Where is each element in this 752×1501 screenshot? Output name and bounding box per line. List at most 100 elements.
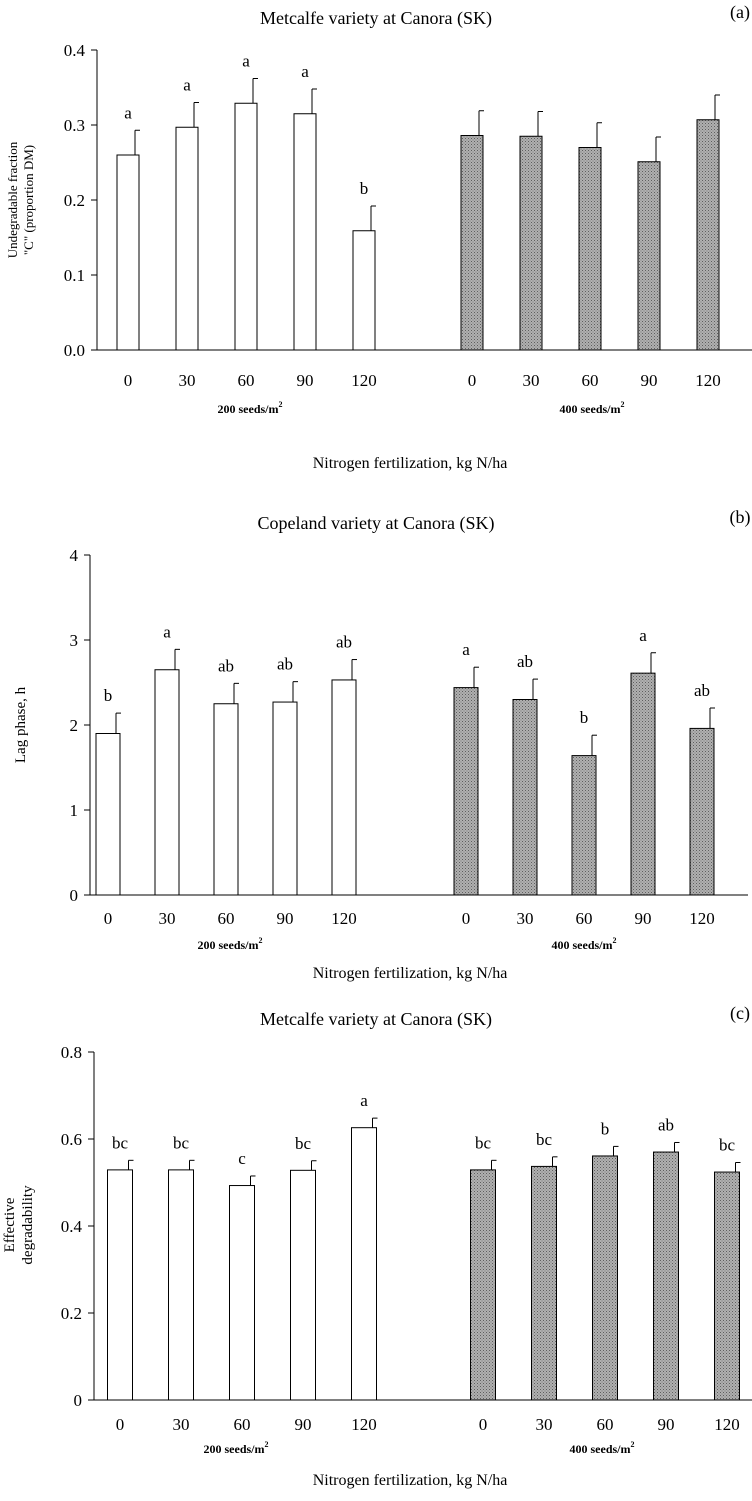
bar bbox=[470, 1169, 496, 1401]
x-category-label: 60 bbox=[234, 1415, 251, 1434]
significance-letter: a bbox=[242, 52, 250, 71]
y-tick-label: 0.1 bbox=[64, 266, 85, 285]
bar bbox=[578, 147, 602, 351]
x-category-label: 120 bbox=[331, 909, 357, 928]
bar bbox=[630, 672, 656, 896]
x-category-label: 60 bbox=[582, 371, 599, 390]
bar bbox=[213, 703, 239, 896]
x-category-label: 0 bbox=[468, 371, 477, 390]
y-tick-label: 0.0 bbox=[64, 341, 85, 360]
significance-letter: ab bbox=[517, 652, 533, 671]
chart-svg: Metcalfe variety at Canora (SK) (c) 0 0.2 0.… bbox=[2, 1005, 752, 1489]
x-category-label: 60 bbox=[238, 371, 255, 390]
significance-letter: b bbox=[580, 708, 589, 727]
x-category-label: 0 bbox=[479, 1415, 488, 1434]
bar bbox=[714, 1171, 740, 1401]
bar bbox=[696, 119, 720, 351]
x-category-label: 90 bbox=[295, 1415, 312, 1434]
x-category-label: 30 bbox=[517, 909, 534, 928]
x-category-label: 90 bbox=[641, 371, 658, 390]
bar bbox=[453, 687, 479, 896]
panel-label: (c) bbox=[730, 1005, 750, 1024]
x-category-label: 0 bbox=[462, 909, 471, 928]
significance-letter: ab bbox=[277, 655, 293, 674]
x-axis-label: Nitrogen fertilization, kg N/ha bbox=[313, 455, 508, 472]
x-category-label: 30 bbox=[523, 371, 540, 390]
y-tick-label: 0.4 bbox=[64, 41, 86, 60]
bar bbox=[352, 230, 376, 351]
bar bbox=[107, 1169, 133, 1401]
x-category-label: 90 bbox=[635, 909, 652, 928]
y-tick-label: 0.3 bbox=[64, 116, 85, 135]
y-axis-label: Lag phase, h bbox=[13, 686, 29, 763]
bar bbox=[116, 154, 140, 351]
y-axis-label: Undegradable fraction"C" (proportion DM) bbox=[5, 141, 36, 258]
bar bbox=[168, 1169, 194, 1401]
significance-letter: b bbox=[601, 1119, 610, 1138]
x-axis-label: Nitrogen fertilization, kg N/ha bbox=[313, 1472, 508, 1489]
significance-letter: bc bbox=[112, 1133, 129, 1152]
y-tick-label: 0.2 bbox=[64, 191, 85, 210]
x-category-label: 60 bbox=[576, 909, 593, 928]
x-category-label: 30 bbox=[179, 371, 196, 390]
group-label: 200 seeds/m2 bbox=[204, 1440, 269, 1456]
x-category-label: 120 bbox=[695, 371, 721, 390]
x-category-label: 30 bbox=[536, 1415, 553, 1434]
bar bbox=[512, 699, 538, 896]
chart-title: Metcalfe variety at Canora (SK) bbox=[260, 1009, 492, 1030]
group-label: 200 seeds/m2 bbox=[218, 400, 283, 416]
significance-letter: bc bbox=[475, 1133, 492, 1152]
significance-letter: ab bbox=[658, 1115, 674, 1134]
bar bbox=[460, 135, 484, 351]
bar bbox=[234, 102, 258, 351]
y-tick-label: 0.4 bbox=[61, 1217, 83, 1236]
bar bbox=[154, 669, 180, 896]
x-category-label: 120 bbox=[351, 371, 377, 390]
chart-title: Copeland variety at Canora (SK) bbox=[258, 513, 495, 534]
y-tick-label: 3 bbox=[70, 631, 79, 650]
significance-letter: b bbox=[360, 179, 369, 198]
bar bbox=[519, 135, 543, 351]
bar bbox=[531, 1165, 557, 1401]
bar bbox=[592, 1155, 618, 1401]
significance-letter: a bbox=[639, 626, 647, 645]
bar bbox=[351, 1127, 377, 1401]
y-tick-label: 4 bbox=[70, 546, 79, 565]
chart-title: Metcalfe variety at Canora (SK) bbox=[260, 8, 492, 29]
x-category-label: 90 bbox=[297, 371, 314, 390]
x-category-label: 30 bbox=[159, 909, 176, 928]
significance-letter: c bbox=[238, 1149, 246, 1168]
significance-letter: a bbox=[124, 103, 132, 122]
x-category-label: 120 bbox=[689, 909, 715, 928]
x-axis-label: Nitrogen fertilization, kg N/ha bbox=[313, 965, 508, 982]
significance-letter: ab bbox=[694, 681, 710, 700]
x-category-label: 60 bbox=[597, 1415, 614, 1434]
y-tick-label: 1 bbox=[70, 801, 79, 820]
x-category-label: 90 bbox=[658, 1415, 675, 1434]
bar bbox=[331, 679, 357, 896]
bar bbox=[95, 733, 121, 896]
x-category-label: 0 bbox=[104, 909, 113, 928]
significance-letter: a bbox=[360, 1091, 368, 1110]
chart-svg: Metcalfe variety at Canora (SK) (a) 0.0 0.1… bbox=[5, 2, 752, 472]
group-label: 400 seeds/m2 bbox=[570, 1440, 635, 1456]
bar bbox=[175, 126, 199, 351]
y-tick-label: 0 bbox=[74, 1391, 83, 1410]
significance-letter: bc bbox=[173, 1133, 190, 1152]
chart-svg: Copeland variety at Canora (SK) (b) 0 1 2 3 4 L… bbox=[13, 507, 751, 982]
bar bbox=[689, 727, 715, 896]
bar bbox=[272, 701, 298, 896]
bar bbox=[637, 161, 661, 351]
bar bbox=[293, 113, 317, 351]
group-label: 400 seeds/m2 bbox=[552, 936, 617, 952]
significance-letter: a bbox=[301, 62, 309, 81]
bar bbox=[571, 755, 597, 896]
significance-letter: a bbox=[462, 640, 470, 659]
bar bbox=[653, 1151, 679, 1401]
y-tick-label: 0.8 bbox=[61, 1043, 82, 1062]
significance-letter: ab bbox=[218, 656, 234, 675]
group-label: 200 seeds/m2 bbox=[198, 936, 263, 952]
significance-letter: bc bbox=[719, 1135, 736, 1154]
significance-letter: ab bbox=[336, 633, 352, 652]
significance-letter: bc bbox=[295, 1134, 312, 1153]
